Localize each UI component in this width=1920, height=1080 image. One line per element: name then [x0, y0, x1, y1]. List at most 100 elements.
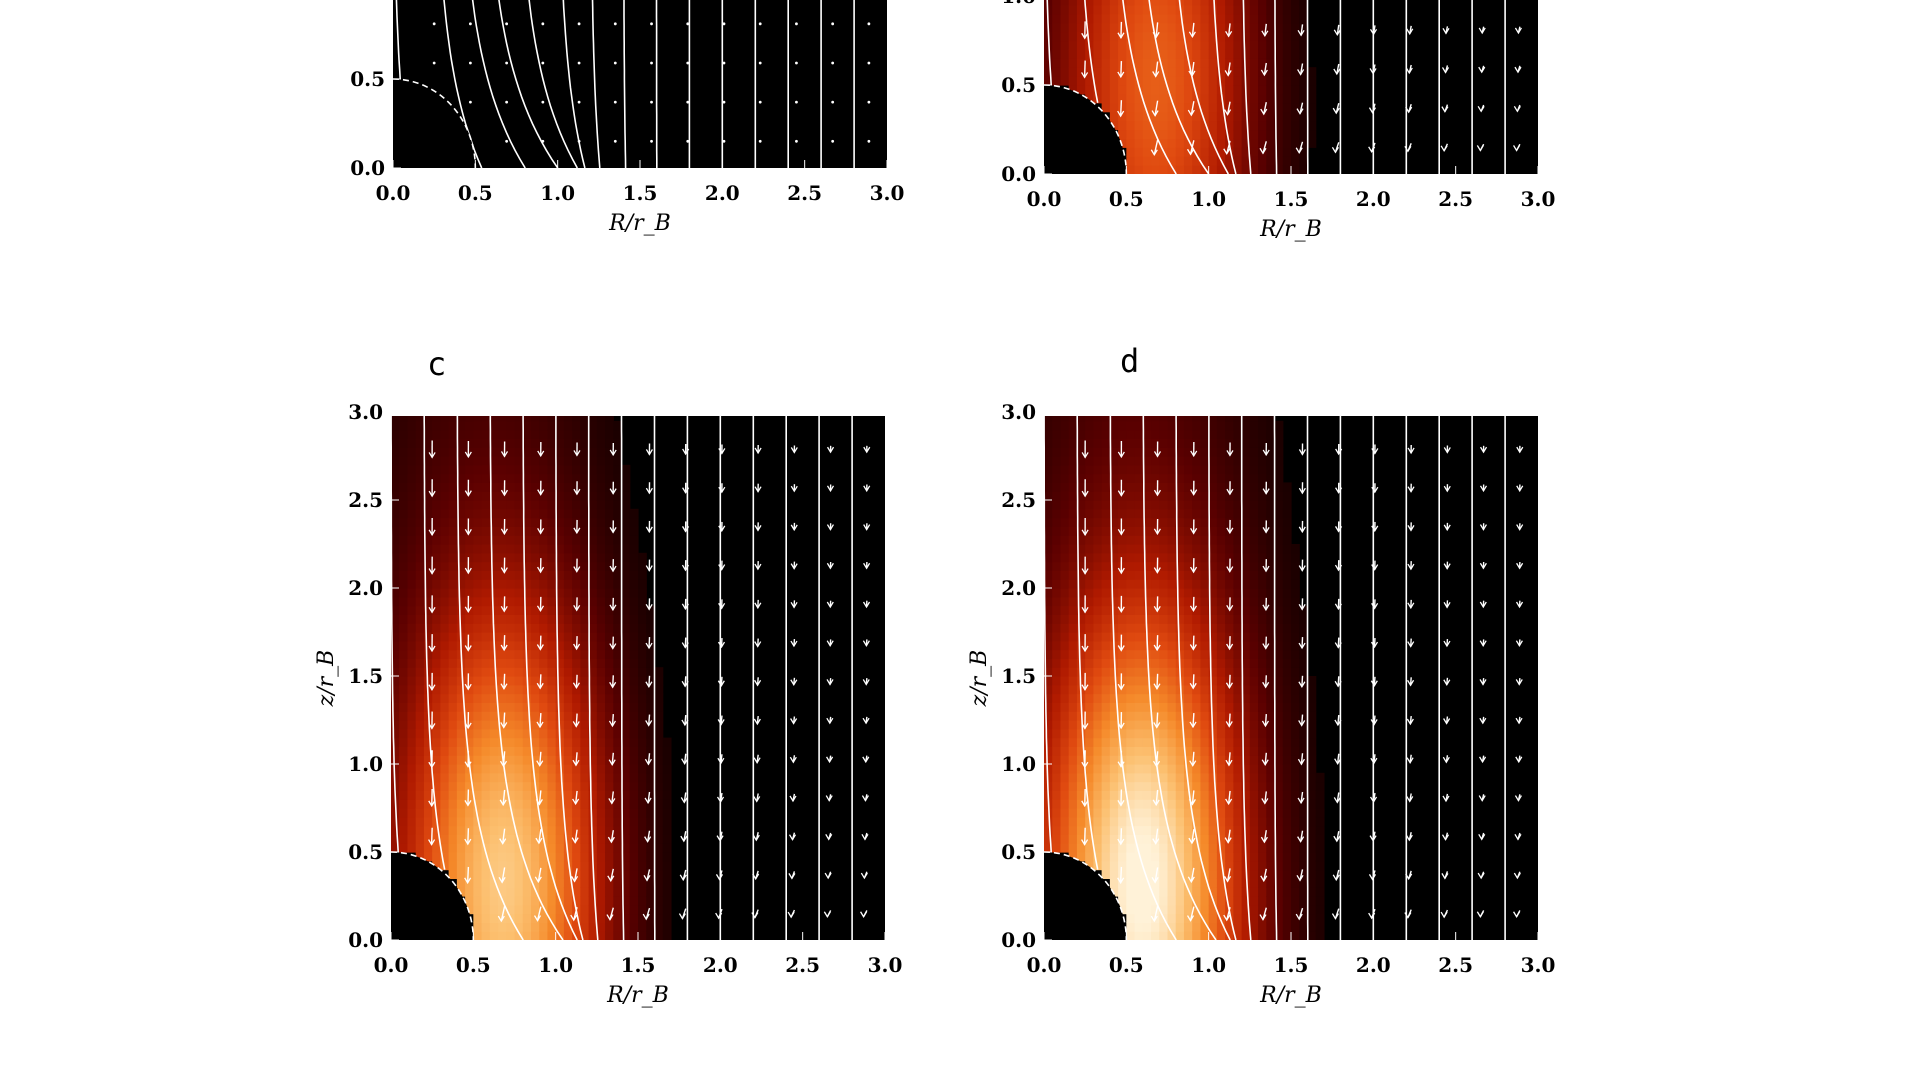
density-cell — [391, 720, 400, 730]
density-cell — [1052, 808, 1062, 818]
density-cell — [555, 825, 565, 835]
density-cell — [1175, 13, 1185, 24]
arrow-head — [716, 796, 725, 804]
density-cell — [1225, 623, 1234, 633]
density-cell — [1134, 561, 1144, 571]
arrow-head — [499, 799, 507, 807]
density-cell — [555, 640, 565, 651]
density-cell — [621, 526, 631, 536]
density-cell — [1183, 473, 1193, 483]
density-cell — [555, 676, 565, 686]
arrow-head — [790, 447, 798, 454]
density-cell — [423, 535, 433, 545]
density-cell — [1167, 13, 1177, 24]
density-cell — [638, 834, 647, 844]
density-cell — [423, 579, 433, 589]
density-cell — [1241, 508, 1251, 519]
density-cell — [399, 799, 409, 809]
density-cell — [621, 781, 631, 791]
density-cell — [1076, 579, 1086, 589]
density-cell — [1192, 772, 1202, 783]
density-cell — [1208, 790, 1218, 800]
density-cell — [1159, 76, 1169, 86]
density-cell — [638, 781, 647, 791]
density-cell — [1159, 4, 1169, 15]
density-cell — [1052, 693, 1062, 703]
density-cell — [1241, 517, 1251, 527]
density-cell — [1101, 49, 1111, 59]
density-cell — [1167, 816, 1177, 827]
density-cell — [456, 852, 466, 862]
density-cell — [1101, 31, 1111, 42]
density-cell — [1299, 896, 1309, 906]
density-cell — [1299, 676, 1309, 686]
arrow-head — [826, 717, 834, 725]
density-cell — [423, 649, 433, 659]
density-cell — [662, 896, 672, 906]
velocity-arrow — [1190, 101, 1195, 116]
density-cell — [498, 693, 507, 703]
density-cell — [1233, 76, 1243, 86]
density-cell — [1060, 790, 1070, 800]
density-cell — [613, 684, 623, 695]
density-cell — [1225, 85, 1234, 95]
density-cell — [415, 702, 425, 712]
density-cell — [1060, 658, 1070, 668]
density-cell — [613, 464, 623, 475]
density-cell — [1126, 667, 1136, 677]
density-cell — [489, 869, 499, 879]
density-cell — [1134, 93, 1144, 104]
density-cell — [522, 781, 532, 791]
density-cell — [547, 561, 557, 571]
density-cell — [1142, 896, 1152, 906]
density-cell — [1151, 473, 1160, 483]
density-cell — [1233, 22, 1243, 33]
density-cell — [1175, 40, 1185, 50]
density-cell — [440, 711, 450, 721]
density-cell — [662, 737, 672, 747]
density-cell — [1291, 165, 1300, 174]
density-cell — [1299, 58, 1309, 68]
density-cell — [1183, 429, 1193, 439]
density-cell — [440, 491, 450, 501]
density-cell — [1241, 614, 1251, 624]
density-cell — [1233, 799, 1243, 809]
density-cell — [423, 843, 433, 853]
density-cell — [539, 904, 549, 915]
velocity-arrow — [502, 828, 506, 844]
density-cell — [1216, 711, 1226, 721]
density-cell — [1052, 658, 1062, 668]
arrow-head — [752, 834, 760, 842]
density-cell — [489, 720, 499, 730]
density-cell — [1291, 93, 1300, 104]
density-cell — [1142, 878, 1152, 888]
density-cell — [1233, 156, 1243, 166]
density-cell — [506, 825, 516, 835]
density-cell — [547, 711, 557, 721]
density-cell — [539, 640, 549, 651]
density-cell — [621, 922, 631, 932]
density-cell — [448, 596, 458, 607]
density-cell — [1159, 790, 1169, 800]
density-cell — [530, 834, 540, 844]
density-cell — [489, 588, 499, 598]
density-cell — [465, 728, 474, 739]
density-cell — [522, 640, 532, 651]
density-cell — [530, 579, 540, 589]
density-cell — [1299, 922, 1309, 932]
density-cell — [1266, 623, 1276, 633]
density-cell — [1085, 755, 1094, 765]
density-cell — [514, 931, 524, 940]
density-cell — [563, 896, 573, 906]
density-cell — [1200, 500, 1210, 510]
density-cell — [407, 728, 417, 739]
density-cell — [473, 517, 483, 527]
density-cell — [1299, 728, 1309, 739]
density-cell — [547, 552, 557, 563]
density-cell — [654, 684, 664, 695]
density-cell — [1266, 649, 1276, 659]
density-cell — [1208, 447, 1218, 457]
density-cell — [1291, 570, 1300, 580]
density-cell — [1192, 22, 1202, 33]
density-cell — [638, 808, 647, 818]
